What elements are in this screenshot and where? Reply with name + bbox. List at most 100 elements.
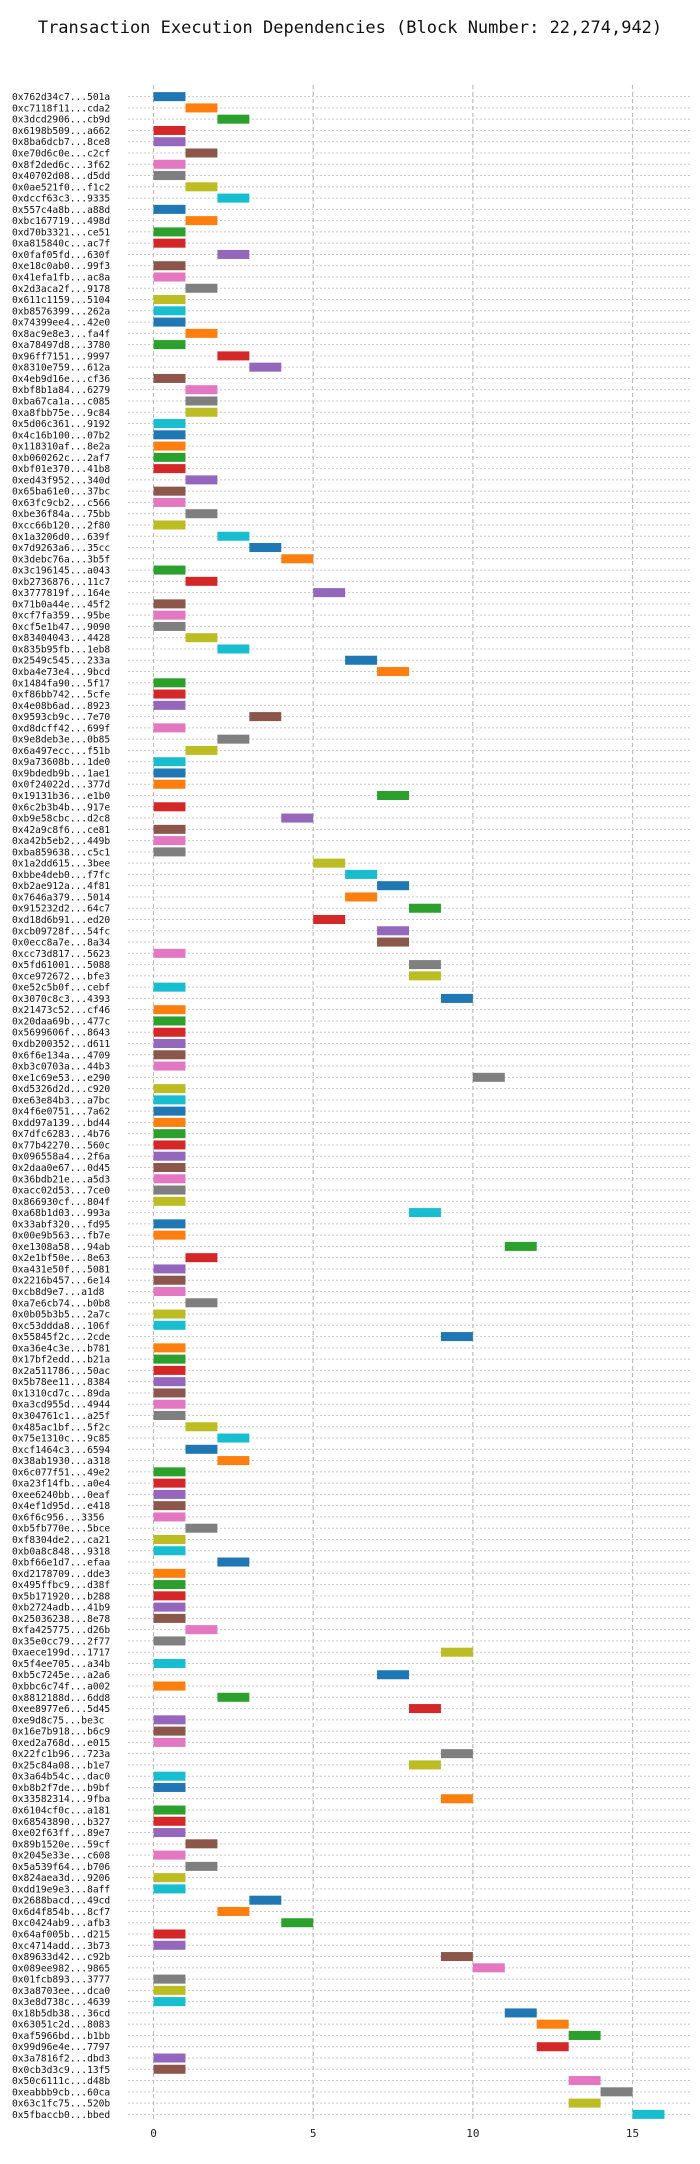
- task-bar: [568, 2030, 601, 2040]
- task-bar: [153, 1230, 186, 1240]
- task-label: 0x304761c1...a25f: [12, 1411, 110, 1422]
- task-label: 0x3777819f...164e: [12, 588, 110, 599]
- task-label: 0xe70d6c0e...c2cf: [12, 148, 110, 159]
- task-label: 0x0faf05fd...630f: [12, 250, 110, 261]
- task-bar: [409, 1760, 441, 1770]
- task-label: 0xbc167719...498d: [12, 216, 110, 227]
- task-bar: [153, 272, 186, 282]
- x-tick-label: 10: [466, 2127, 479, 2140]
- task-label: 0xc7118f11...cda2: [12, 103, 110, 114]
- task-bar: [185, 475, 218, 485]
- task-bar: [153, 159, 186, 169]
- task-bar: [153, 1974, 186, 1984]
- task-bar: [440, 1794, 473, 1804]
- task-label: 0x83404043...4428: [12, 633, 110, 644]
- task-bar: [217, 1557, 250, 1567]
- task-label: 0x485ac1bf...5f2c: [12, 1422, 110, 1433]
- task-label: 0x2549c545...233a: [12, 656, 110, 667]
- task-label: 0x9593cb9c...7e70: [12, 712, 110, 723]
- task-bar: [345, 655, 378, 665]
- task-bar: [185, 633, 218, 643]
- task-bar: [153, 464, 186, 474]
- task-bar: [217, 193, 250, 203]
- task-label: 0x915232d2...64c7: [12, 904, 110, 915]
- task-bar: [153, 1546, 186, 1556]
- task-label: 0xc53ddda8...106f: [12, 1321, 110, 1332]
- task-label: 0x0f24022d...377d: [12, 780, 110, 791]
- task-bar: [536, 2019, 569, 2029]
- task-bar: [153, 1534, 186, 1544]
- task-label: 0x2d3aca2f...9178: [12, 284, 110, 295]
- task-label: 0x3dcd2906...cb9d: [12, 115, 110, 126]
- task-bar: [185, 396, 218, 406]
- task-label: 0x6f6c956...3356: [12, 1512, 105, 1523]
- task-bar: [153, 1726, 186, 1736]
- task-label: 0x33abf320...fd95: [12, 1219, 110, 1230]
- task-label: 0x21473c52...cf46: [12, 1005, 110, 1016]
- task-bar: [153, 1275, 186, 1285]
- task-label: 0x9a73608b...1de0: [12, 757, 110, 768]
- task-bar: [217, 114, 250, 124]
- task-label: 0x5699606f...8643: [12, 1028, 110, 1039]
- task-label: 0x2688bacd...49cd: [12, 1896, 110, 1907]
- task-bar: [153, 1828, 186, 1838]
- task-label: 0xcb09728f...54fc: [12, 926, 110, 937]
- task-label: 0xa7e6cb74...b0b8: [12, 1298, 110, 1309]
- task-label: 0x55845f2c...2cde: [12, 1332, 110, 1343]
- task-bar: [217, 1906, 250, 1916]
- task-bar: [249, 543, 282, 553]
- task-bar: [345, 892, 378, 902]
- task-label: 0x3070c8c3...4393: [12, 994, 110, 1005]
- task-bar: [153, 1602, 186, 1612]
- task-label: 0xd2178709...dde3: [12, 1569, 110, 1580]
- task-label: 0x3debc76a...3b5f: [12, 554, 110, 565]
- task-label: 0xbf8b1a84...6279: [12, 385, 110, 396]
- task-bar: [345, 869, 378, 879]
- task-bar: [153, 1027, 186, 1037]
- task-label: 0x7d9263a6...35cc: [12, 543, 110, 554]
- task-bar: [185, 509, 218, 519]
- task-label: 0x20daa69b...477c: [12, 1016, 110, 1027]
- task-label: 0x1310cd7c...89da: [12, 1388, 110, 1399]
- task-label: 0x2045e33e...c608: [12, 1851, 110, 1862]
- task-bar: [153, 1568, 186, 1578]
- task-bar: [153, 1095, 186, 1105]
- task-bar: [153, 768, 186, 778]
- task-bar: [440, 1332, 473, 1342]
- task-bar: [504, 1241, 537, 1251]
- task-bar: [153, 847, 186, 857]
- task-bar: [153, 1343, 186, 1353]
- task-bar: [185, 576, 218, 586]
- task-label: 0xb3c0703a...44b3: [12, 1062, 110, 1073]
- task-bar: [185, 745, 218, 755]
- task-label: 0x6d4f854b...8cf7: [12, 1907, 110, 1918]
- task-bar: [153, 1737, 186, 1747]
- task-bar: [153, 419, 186, 429]
- task-label: 0x74399ee4...42e0: [12, 318, 110, 329]
- task-bar: [153, 1365, 186, 1375]
- task-bar: [153, 621, 186, 631]
- task-bar: [440, 1952, 473, 1962]
- task-label: 0x4e08b6ad...8923: [12, 701, 110, 712]
- task-bar: [440, 993, 473, 1003]
- task-label: 0xb8576399...262a: [12, 306, 110, 317]
- task-bar: [153, 1940, 186, 1950]
- task-bar: [409, 960, 441, 970]
- task-bar: [153, 1715, 186, 1725]
- task-bar: [153, 982, 186, 992]
- task-label: 0xb2736876...11c7: [12, 577, 110, 588]
- task-bar: [153, 1501, 186, 1511]
- task-label: 0xacc02d53...7ce0: [12, 1186, 110, 1197]
- task-label: 0xaece199d...1717: [12, 1648, 110, 1659]
- task-label: 0xa78497d8...3780: [12, 340, 110, 351]
- task-label: 0x4f6e0751...7a62: [12, 1107, 110, 1118]
- task-label: 0x40702d08...d5dd: [12, 171, 110, 182]
- task-label: 0xaf5966bd...b1bb: [12, 2031, 110, 2042]
- task-label: 0xdccf63c3...9335: [12, 194, 110, 205]
- task-label: 0x5fd61001...5088: [12, 960, 110, 971]
- task-label: 0x7dfc6283...4b76: [12, 1129, 110, 1140]
- task-label: 0x5b171920...b288: [12, 1591, 110, 1602]
- task-label: 0x25c84a08...b1e7: [12, 1760, 110, 1771]
- task-label: 0x33582314...9fba: [12, 1794, 110, 1805]
- task-bar: [377, 881, 409, 891]
